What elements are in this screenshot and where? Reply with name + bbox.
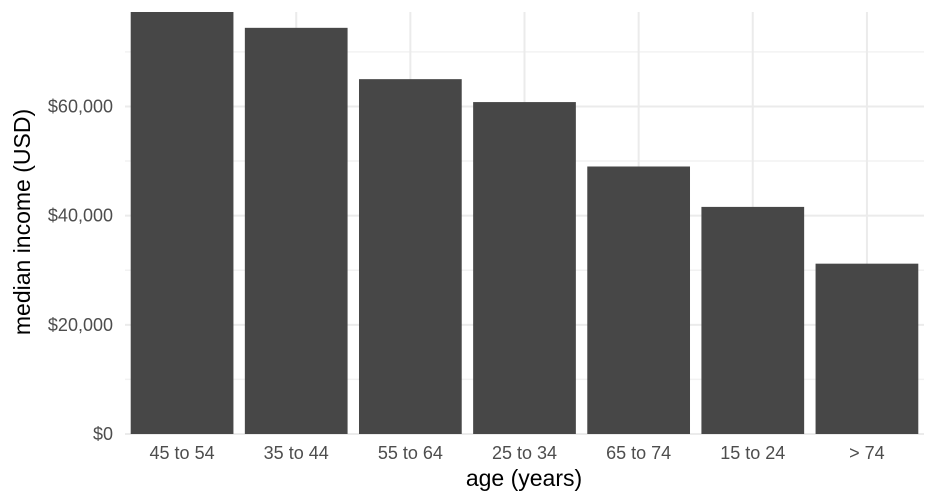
bar xyxy=(244,27,348,435)
bar xyxy=(701,206,805,434)
x-tick-label: 25 to 34 xyxy=(492,443,557,463)
x-tick-label: 55 to 64 xyxy=(378,443,443,463)
x-tick-labels: 45 to 54 35 to 44 55 to 64 25 to 34 65 to 74… xyxy=(150,443,885,463)
bar xyxy=(473,102,576,434)
bar xyxy=(358,79,462,434)
x-tick-label: 65 to 74 xyxy=(606,443,671,463)
y-tick-labels: $0 $20,000 $40,000 $60,000 xyxy=(48,96,113,444)
y-axis-title: median income (USD) xyxy=(9,109,35,335)
x-tick-label: 35 to 44 xyxy=(264,443,329,463)
y-tick-label: $0 xyxy=(93,424,113,444)
y-tick-label: $20,000 xyxy=(48,315,113,335)
x-tick-label: 45 to 54 xyxy=(150,443,215,463)
x-tick-label: 15 to 24 xyxy=(720,443,785,463)
y-tick-label: $40,000 xyxy=(48,206,113,226)
bar xyxy=(815,263,919,434)
bar xyxy=(130,12,234,434)
bar xyxy=(587,166,691,434)
x-tick-label: > 74 xyxy=(849,443,885,463)
y-tick-label: $60,000 xyxy=(48,96,113,116)
x-axis-title: age (years) xyxy=(466,465,582,491)
bars-layer xyxy=(130,12,919,435)
